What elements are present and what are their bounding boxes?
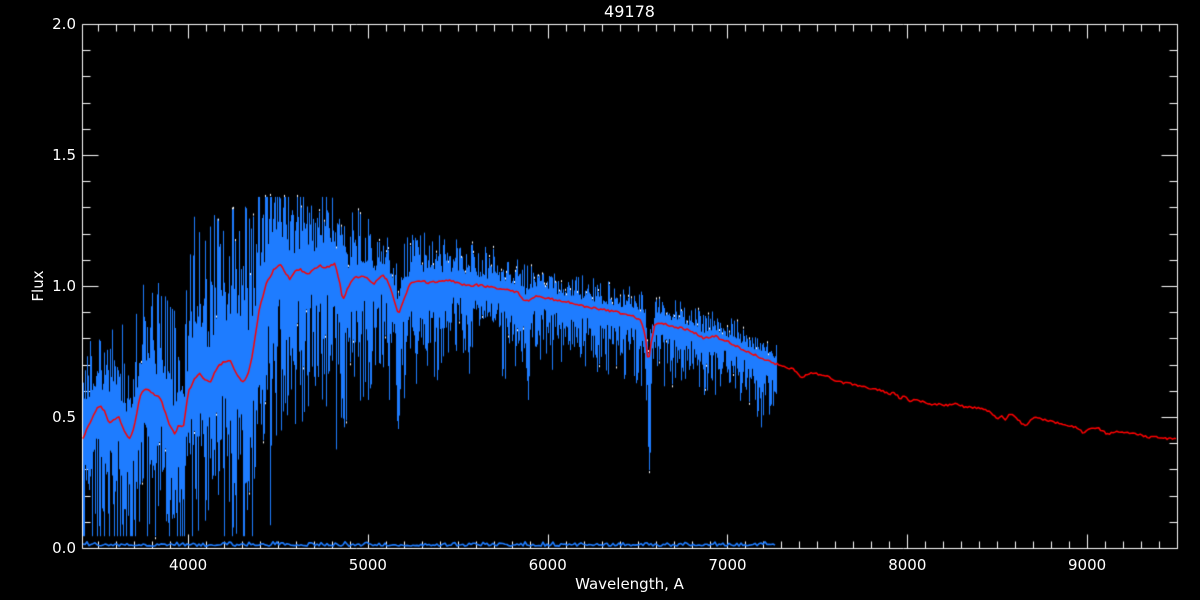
x-tick-label: 4000 <box>168 556 208 574</box>
y-tick-label: 0.0 <box>52 539 76 557</box>
y-tick-label: 0.5 <box>52 408 76 426</box>
y-tick-label: 2.0 <box>52 15 76 33</box>
x-tick-label: 7000 <box>708 556 747 574</box>
x-axis-label: Wavelength, A <box>575 575 684 593</box>
y-tick-label: 1.5 <box>52 146 76 164</box>
x-tick-label: 9000 <box>1068 556 1107 574</box>
y-tick-label: 1.0 <box>52 277 76 295</box>
plot-title: 49178 <box>604 2 655 21</box>
x-tick-label: 8000 <box>888 556 927 574</box>
x-tick-label: 5000 <box>348 556 387 574</box>
x-tick-label: 6000 <box>528 556 567 574</box>
